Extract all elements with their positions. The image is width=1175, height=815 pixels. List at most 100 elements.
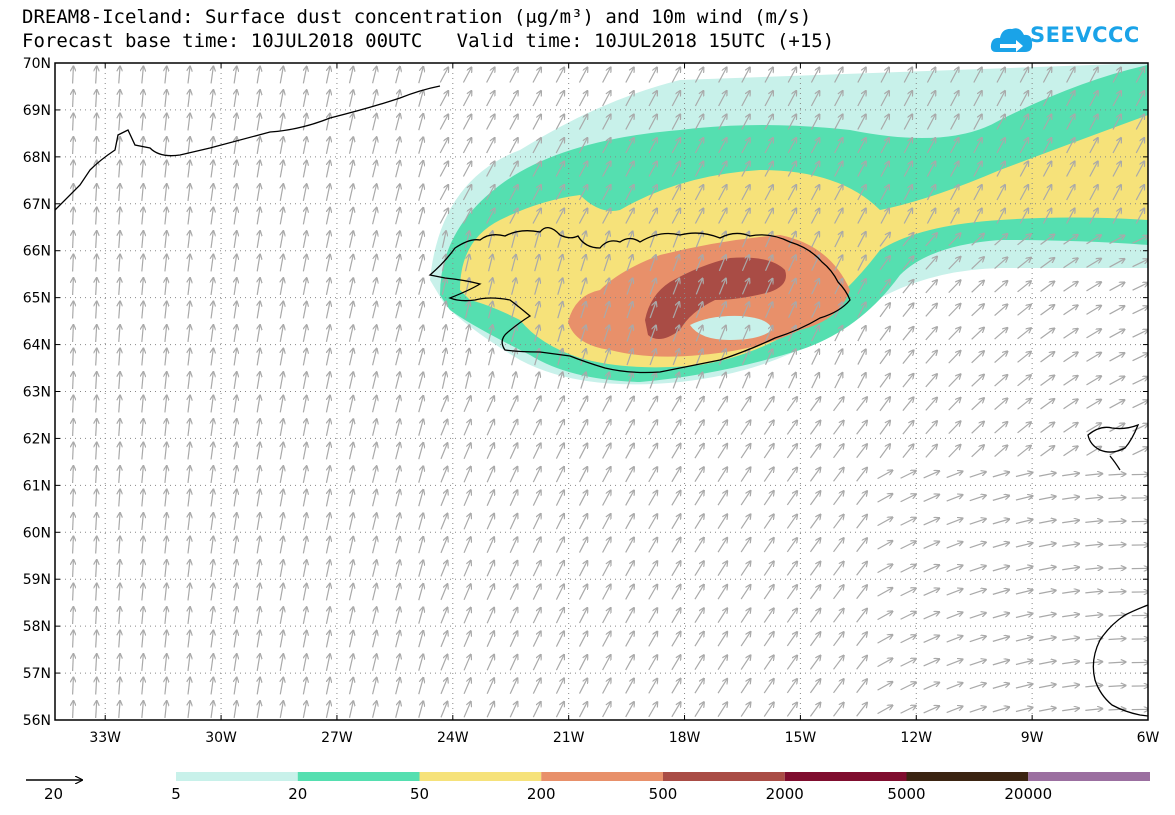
wind-arrow (1132, 236, 1148, 244)
wind-arrow (810, 67, 819, 83)
wind-arrow (464, 231, 469, 248)
wind-arrow (578, 138, 587, 154)
wind-arrow (834, 255, 843, 271)
wind-arrow (763, 538, 774, 553)
wind-arrow (188, 419, 190, 437)
wind-arrow (810, 208, 819, 224)
lon-label: 33W (89, 730, 121, 746)
wind-arrow (395, 231, 400, 248)
wind-arrow (211, 396, 213, 413)
wind-arrow (395, 325, 400, 342)
wind-arrow (119, 349, 120, 366)
wind-arrow (555, 396, 564, 412)
wind-arrow (950, 208, 959, 224)
wind-arrow (73, 90, 74, 108)
wind-arrow (1017, 234, 1031, 246)
wind-arrow (695, 255, 702, 272)
lat-label: 69N (23, 103, 51, 119)
wind-arrow (902, 327, 914, 341)
wind-arrow (648, 185, 657, 201)
wind-arrow (1040, 281, 1055, 292)
wind-arrow (325, 349, 330, 366)
wind-arrow (73, 678, 74, 695)
lon-label: 6W (1137, 730, 1160, 746)
wind-arrow (671, 420, 681, 436)
wind-arrow (462, 114, 471, 130)
wind-arrow (234, 396, 237, 413)
wind-arrow (856, 491, 867, 506)
wind-arrow (973, 161, 982, 177)
wind-arrow (486, 67, 495, 83)
wind-arrow (257, 208, 260, 225)
wind-arrow (280, 419, 283, 436)
wind-arrow (625, 161, 634, 177)
wind-vectors (73, 67, 1148, 719)
wind-arrow (973, 208, 982, 224)
wind-arrow (1063, 235, 1078, 245)
wind-arrow (671, 138, 680, 154)
wind-arrow (1112, 185, 1121, 201)
wind-arrow (418, 184, 424, 201)
colorbar-segment (784, 772, 907, 781)
wind-arrow (648, 114, 657, 130)
wind-arrow (996, 91, 1005, 107)
wind-arrow (925, 304, 937, 317)
wind-arrow (1089, 208, 1098, 224)
wind-arrow (509, 185, 518, 201)
wind-arrow (303, 231, 306, 248)
wind-arrow (902, 256, 914, 271)
wind-arrow (463, 443, 471, 460)
wind-arrow (372, 490, 377, 507)
wind-arrow (903, 138, 912, 154)
wind-arrow (234, 466, 237, 483)
wind-arrow (440, 467, 447, 483)
wind-arrow (625, 114, 634, 130)
wind-arrow (971, 445, 984, 458)
wind-arrow (648, 397, 657, 412)
wind-arrow (809, 515, 820, 529)
wind-arrow (926, 67, 935, 83)
wind-arrow (555, 443, 564, 459)
wind-arrow (694, 161, 703, 177)
wind-arrow (119, 537, 120, 554)
wind-arrow (188, 231, 190, 249)
wind-arrow (1135, 185, 1144, 201)
wind-arrow (534, 325, 540, 342)
wind-arrow (395, 208, 400, 225)
wind-arrow (741, 279, 749, 295)
longitude-labels: 33W 30W 27W 24W 21W 18W 15W 12W 9W 6W (89, 730, 1159, 746)
wind-arrow (857, 114, 866, 130)
reference-arrow-label: 20 (44, 785, 64, 803)
wind-arrow (694, 467, 704, 483)
wind-arrow (602, 114, 611, 130)
wind-arrow (602, 397, 611, 412)
wind-arrow (557, 372, 563, 389)
wind-arrow (879, 374, 890, 388)
wind-arrow (165, 208, 167, 225)
wind-arrow (463, 514, 471, 530)
wind-arrow (811, 302, 819, 318)
wind-arrow (1042, 67, 1051, 83)
wind-arrow (925, 280, 937, 294)
wind-arrow (73, 607, 74, 625)
wind-arrow (1086, 259, 1102, 268)
wind-arrow (672, 302, 679, 319)
wind-arrow (856, 444, 867, 459)
wind-arrow (578, 208, 587, 224)
wind-arrow (810, 161, 819, 177)
wind-arrow (950, 138, 959, 154)
wind-arrow (165, 419, 167, 437)
wind-arrow (718, 255, 725, 272)
wind-arrow (325, 255, 330, 272)
wind-arrow (96, 537, 97, 554)
wind-arrow (211, 537, 213, 554)
wind-arrow (950, 91, 959, 107)
wind-arrow (372, 466, 377, 483)
wind-arrow (372, 419, 377, 436)
wind-arrow (303, 466, 306, 483)
wind-arrow (764, 349, 773, 366)
wind-arrow (948, 351, 961, 364)
wind-arrow (741, 67, 750, 83)
wind-arrow (486, 490, 494, 507)
wind-arrow (833, 491, 844, 506)
